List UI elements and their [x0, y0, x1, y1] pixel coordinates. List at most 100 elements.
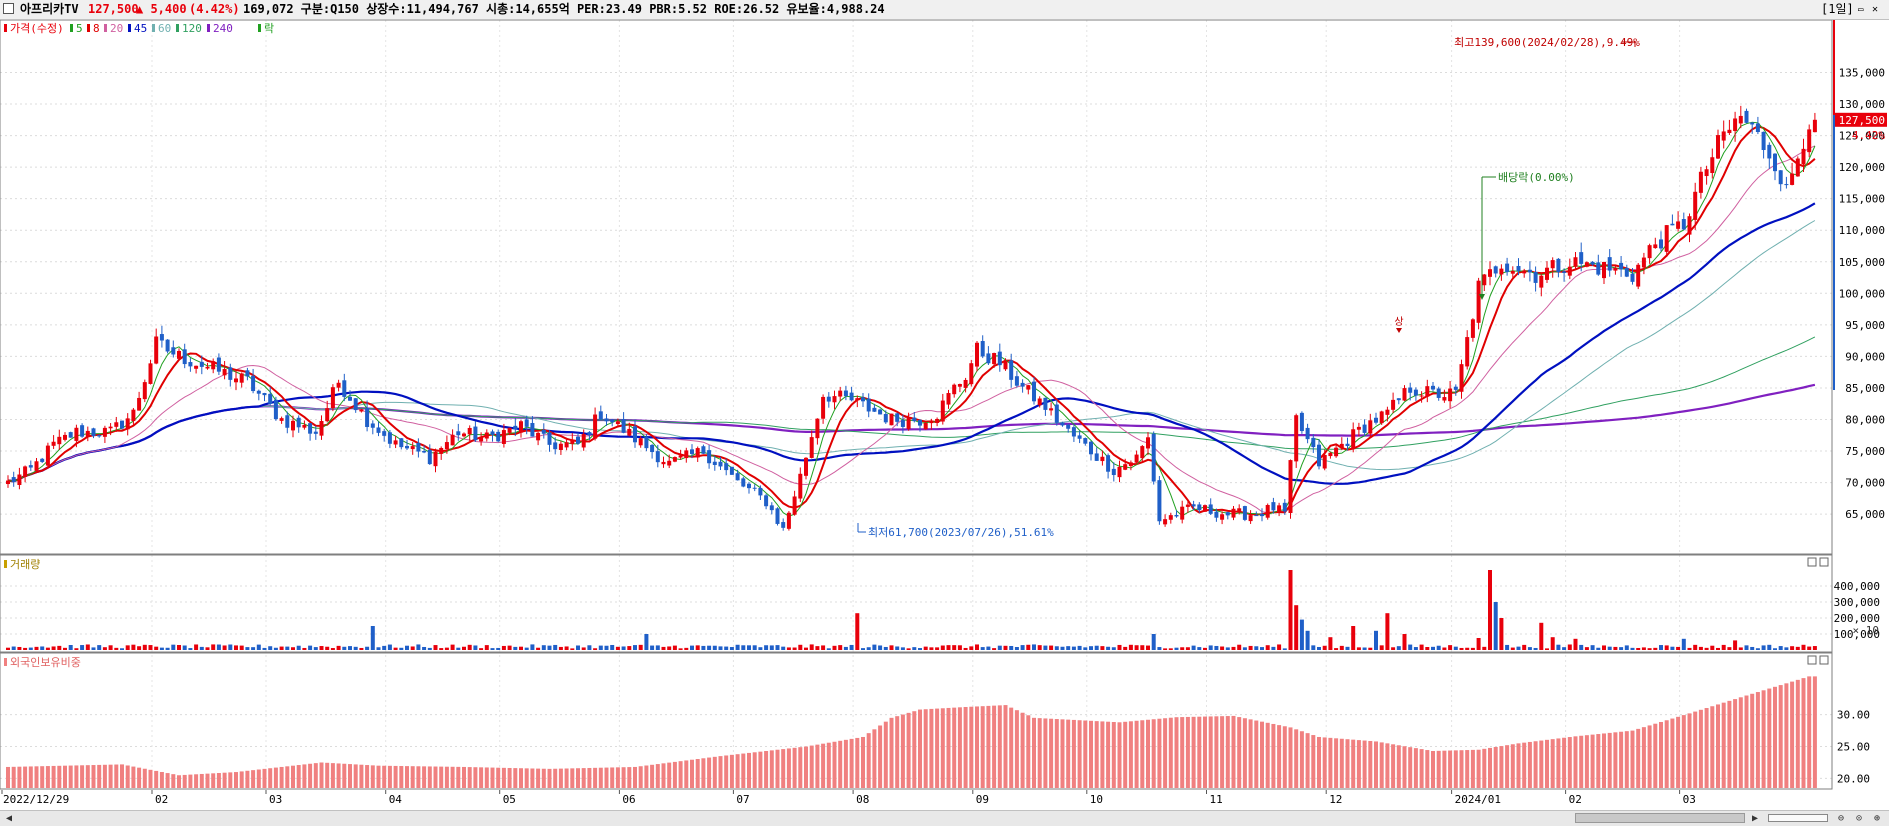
candle-body	[40, 458, 45, 462]
volume-bar	[986, 646, 991, 650]
foreign-bar	[604, 767, 609, 788]
foreign-bar	[1191, 716, 1196, 788]
select-checkbox[interactable]	[3, 3, 14, 14]
foreign-bar	[142, 768, 147, 788]
foreign-bar	[1168, 717, 1173, 788]
candle-body	[1664, 225, 1669, 252]
foreign-pane-restore-icon[interactable]	[1807, 655, 1817, 665]
foreign-bar	[165, 773, 170, 788]
volume-bar	[188, 648, 193, 650]
foreign-bar	[1037, 718, 1042, 788]
volume-bar	[952, 645, 957, 650]
candle-body	[570, 439, 575, 444]
candle-body	[1516, 265, 1521, 272]
candle-body	[1567, 266, 1572, 276]
zoom-reset-icon[interactable]: ⊙	[1855, 813, 1863, 824]
volume-bar	[1185, 647, 1190, 650]
scroll-thumb[interactable]	[1575, 813, 1745, 823]
foreign-bar	[484, 767, 489, 788]
volume-bar	[171, 644, 176, 650]
candle-body	[1488, 269, 1492, 277]
foreign-bar	[519, 768, 523, 788]
volume-bar	[832, 645, 837, 650]
volume-bars	[6, 570, 1817, 650]
candle-body	[382, 431, 387, 436]
volume-bar	[1619, 647, 1624, 650]
legend-ma20-swatch	[104, 24, 107, 32]
candle-body	[142, 382, 147, 400]
scroll-bar[interactable]: ◀ ▶ ⊖ ⊙ ⊕	[0, 810, 1889, 826]
volume-bar	[1716, 647, 1720, 650]
candle-body	[519, 421, 523, 433]
volume-bar	[809, 644, 814, 650]
foreign-bar	[353, 764, 358, 788]
candle-body	[496, 431, 501, 442]
zoom-slider[interactable]	[1768, 814, 1828, 822]
foreign-bar	[28, 766, 33, 788]
x-axis: 2022/12/29 02 03 04 05 06 07 08 09 10 11 12 2024/01 0…	[1, 790, 1696, 806]
volume-bar	[228, 644, 233, 650]
candle-body	[302, 424, 307, 428]
candle-body	[530, 422, 535, 437]
stock-name[interactable]: 아프리카TV	[20, 2, 79, 16]
restore-icon[interactable]: ▭	[1858, 5, 1864, 15]
zoom-in-icon[interactable]: ⊕	[1873, 813, 1881, 824]
pane-controls[interactable]	[1807, 557, 1829, 665]
legend-ma240: 240	[213, 22, 233, 35]
foreign-bar	[832, 741, 837, 788]
volume-bar	[895, 646, 900, 650]
scroll-right-icon[interactable]: ▶	[1751, 813, 1759, 824]
volume-bar	[131, 644, 136, 650]
foreign-bar	[1248, 719, 1253, 788]
foreign-bar	[980, 706, 985, 788]
foreign-bar	[1294, 729, 1299, 788]
candle-body	[188, 362, 193, 367]
volume-tick-label: 400,000	[1834, 580, 1880, 593]
stock-chart[interactable]: 65,000 70,000 75,000 80,000 85,000 90,000 95,0…	[0, 20, 1889, 810]
candle-body	[68, 432, 73, 438]
volume-pane-restore-icon[interactable]	[1807, 557, 1817, 567]
candle-body	[581, 434, 586, 448]
foreign-bar	[1128, 721, 1133, 788]
volume-bar	[826, 648, 831, 650]
volume-pane-close-icon[interactable]	[1819, 557, 1829, 567]
foreign-bar	[433, 766, 438, 788]
volume-bar	[433, 645, 438, 650]
zoom-out-icon[interactable]: ⊖	[1837, 813, 1845, 824]
volume-bar	[724, 646, 729, 650]
foreign-bar	[1790, 681, 1795, 788]
volume-bar	[1425, 647, 1430, 650]
foreign-bar	[1738, 697, 1743, 788]
timeframe-label[interactable]: [1일]	[1821, 2, 1854, 16]
foreign-bar	[422, 766, 427, 788]
candle-body	[1505, 263, 1510, 273]
candle-body	[444, 442, 449, 450]
candle-body	[1134, 454, 1139, 463]
foreign-bar	[1242, 718, 1247, 788]
x-tick-label: 10	[1090, 793, 1103, 806]
foreign-pane-close-icon[interactable]	[1819, 655, 1829, 665]
candle-body	[1322, 454, 1327, 469]
candle-body	[1767, 144, 1772, 159]
candle-body	[975, 342, 979, 367]
volume-bar	[1431, 646, 1435, 650]
scroll-left-icon[interactable]: ◀	[5, 813, 13, 824]
price-tick-label: 105,000	[1839, 256, 1885, 269]
volume-title: 거래량	[10, 558, 40, 571]
foreign-bar	[336, 763, 341, 788]
foreign-bar	[1465, 750, 1470, 788]
candle-body	[199, 361, 204, 367]
volume-bar	[798, 644, 803, 650]
foreign-bar	[1260, 721, 1264, 788]
candle-body	[735, 473, 740, 481]
x-tick-label: 08	[856, 793, 869, 806]
foreign-bar	[1123, 721, 1128, 788]
volume-bar	[935, 647, 940, 650]
foreign-bar	[68, 765, 73, 788]
candle-body	[114, 422, 119, 427]
volume-bar	[1191, 645, 1196, 650]
volume-bar	[587, 645, 592, 650]
close-icon[interactable]: ✕	[1872, 4, 1879, 15]
candle-body	[1391, 399, 1396, 410]
candle-body	[1590, 261, 1595, 265]
